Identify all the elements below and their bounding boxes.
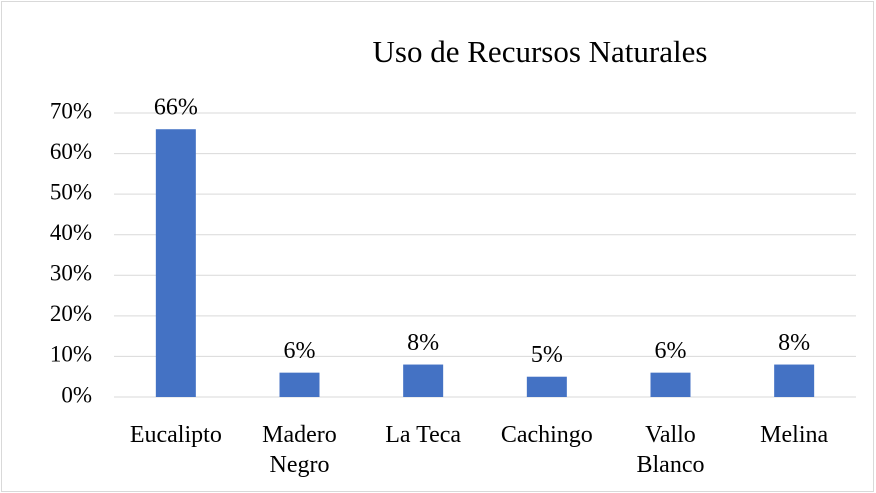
x-tick-label: La Teca <box>385 422 462 448</box>
y-tick-label: 60% <box>50 139 92 164</box>
data-label: 66% <box>154 95 198 121</box>
bar <box>279 372 320 397</box>
data-label: 6% <box>284 338 316 364</box>
data-label: 8% <box>407 330 439 356</box>
data-label: 6% <box>655 338 687 364</box>
y-tick-label: 30% <box>50 261 92 286</box>
y-tick-label: 20% <box>50 301 92 326</box>
bar <box>650 372 691 397</box>
y-tick-label: 40% <box>50 220 92 245</box>
y-tick-label: 70% <box>50 98 92 123</box>
x-tick-label: Madero Negro <box>262 422 337 478</box>
bar <box>155 129 196 397</box>
bar <box>403 364 444 397</box>
data-label: 5% <box>531 342 563 368</box>
bar <box>526 376 567 397</box>
y-tick-label: 0% <box>61 382 92 407</box>
y-tick-label: 50% <box>50 179 92 204</box>
data-label: 8% <box>778 330 810 356</box>
chart-title: Uso de Recursos Naturales <box>373 34 708 69</box>
bar <box>774 364 815 397</box>
x-tick-label: Cachingo <box>500 422 593 448</box>
x-tick-label: Eucalipto <box>129 422 222 448</box>
x-tick-label: Melina <box>760 422 829 448</box>
x-tick-label: Vallo Blanco <box>636 422 705 478</box>
y-tick-label: 10% <box>50 342 92 367</box>
